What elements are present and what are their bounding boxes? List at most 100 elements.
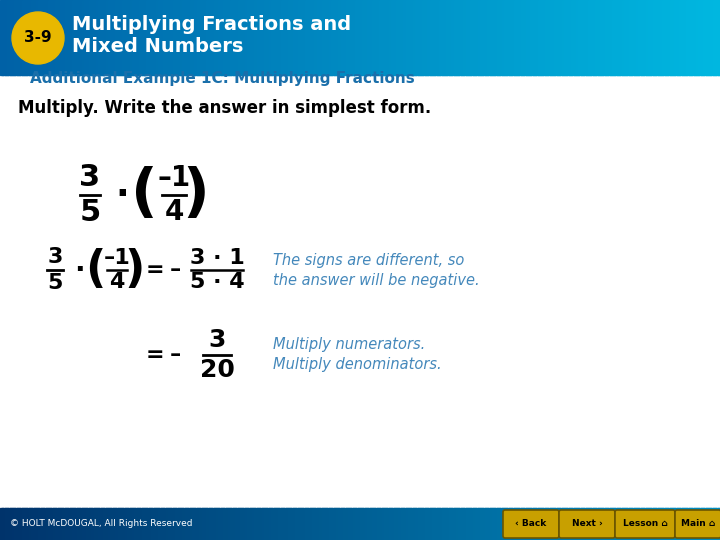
Bar (708, 508, 711, 540)
Bar (67, 0, 71, 75)
Bar (485, 508, 488, 540)
Bar (94, 508, 97, 540)
Bar (295, 0, 299, 75)
Bar (180, 508, 184, 540)
Bar (55, 0, 58, 75)
Bar (715, 0, 719, 75)
Bar (7, 508, 11, 540)
Bar (125, 508, 128, 540)
Bar (310, 508, 313, 540)
Bar (432, 508, 436, 540)
Bar (269, 0, 272, 75)
Bar (317, 508, 320, 540)
Bar (420, 0, 423, 75)
Bar (17, 508, 20, 540)
Bar (614, 0, 618, 75)
Bar (571, 0, 575, 75)
Bar (650, 0, 654, 75)
Bar (65, 0, 68, 75)
Bar (14, 0, 18, 75)
Bar (437, 508, 440, 540)
Bar (331, 508, 335, 540)
Text: © HOLT McDOUGAL, All Rights Reserved: © HOLT McDOUGAL, All Rights Reserved (10, 519, 192, 529)
Bar (81, 508, 85, 540)
Bar (48, 508, 51, 540)
Bar (384, 0, 387, 75)
Bar (348, 508, 351, 540)
Bar (403, 0, 407, 75)
Bar (283, 0, 287, 75)
Bar (456, 0, 459, 75)
Bar (403, 508, 407, 540)
Bar (254, 0, 258, 75)
Bar (382, 508, 385, 540)
Bar (290, 508, 294, 540)
Bar (545, 508, 548, 540)
Bar (74, 508, 78, 540)
Text: ‹ Back: ‹ Back (516, 519, 546, 529)
Bar (502, 0, 505, 75)
Bar (101, 508, 104, 540)
Text: 5: 5 (79, 198, 101, 227)
Bar (619, 0, 623, 75)
Bar (679, 508, 683, 540)
Bar (341, 508, 344, 540)
Bar (533, 0, 536, 75)
Bar (60, 0, 63, 75)
Bar (672, 0, 675, 75)
Bar (559, 0, 562, 75)
Bar (706, 508, 709, 540)
Bar (259, 0, 263, 75)
Bar (14, 508, 18, 540)
Bar (396, 508, 400, 540)
Bar (463, 508, 467, 540)
Bar (499, 0, 503, 75)
Bar (156, 508, 159, 540)
Bar (653, 508, 656, 540)
Bar (153, 508, 157, 540)
Bar (185, 508, 188, 540)
Bar (70, 508, 73, 540)
Bar (490, 508, 493, 540)
Bar (439, 508, 443, 540)
Bar (27, 0, 30, 75)
Bar (675, 0, 678, 75)
Bar (446, 508, 450, 540)
Bar (324, 0, 328, 75)
Bar (679, 0, 683, 75)
Bar (187, 0, 191, 75)
Bar (583, 0, 587, 75)
Bar (17, 0, 20, 75)
FancyBboxPatch shape (559, 510, 615, 538)
Text: =: = (145, 345, 164, 365)
Bar (595, 0, 598, 75)
Bar (391, 0, 395, 75)
Bar (99, 508, 102, 540)
Bar (149, 0, 152, 75)
Bar (151, 508, 155, 540)
Bar (254, 508, 258, 540)
Bar (218, 0, 222, 75)
Bar (130, 508, 133, 540)
Bar (293, 508, 296, 540)
Bar (480, 508, 483, 540)
Bar (509, 508, 512, 540)
Bar (461, 508, 464, 540)
Bar (257, 508, 260, 540)
Bar (182, 0, 186, 75)
Bar (689, 0, 692, 75)
Bar (648, 0, 652, 75)
Bar (322, 0, 325, 75)
Bar (228, 0, 231, 75)
Bar (578, 0, 582, 75)
Bar (379, 0, 382, 75)
Bar (382, 0, 385, 75)
FancyBboxPatch shape (615, 510, 675, 538)
Text: 3: 3 (208, 328, 225, 352)
Bar (86, 508, 90, 540)
Bar (182, 508, 186, 540)
Bar (214, 508, 217, 540)
Bar (653, 0, 656, 75)
Bar (598, 508, 601, 540)
Bar (279, 508, 282, 540)
